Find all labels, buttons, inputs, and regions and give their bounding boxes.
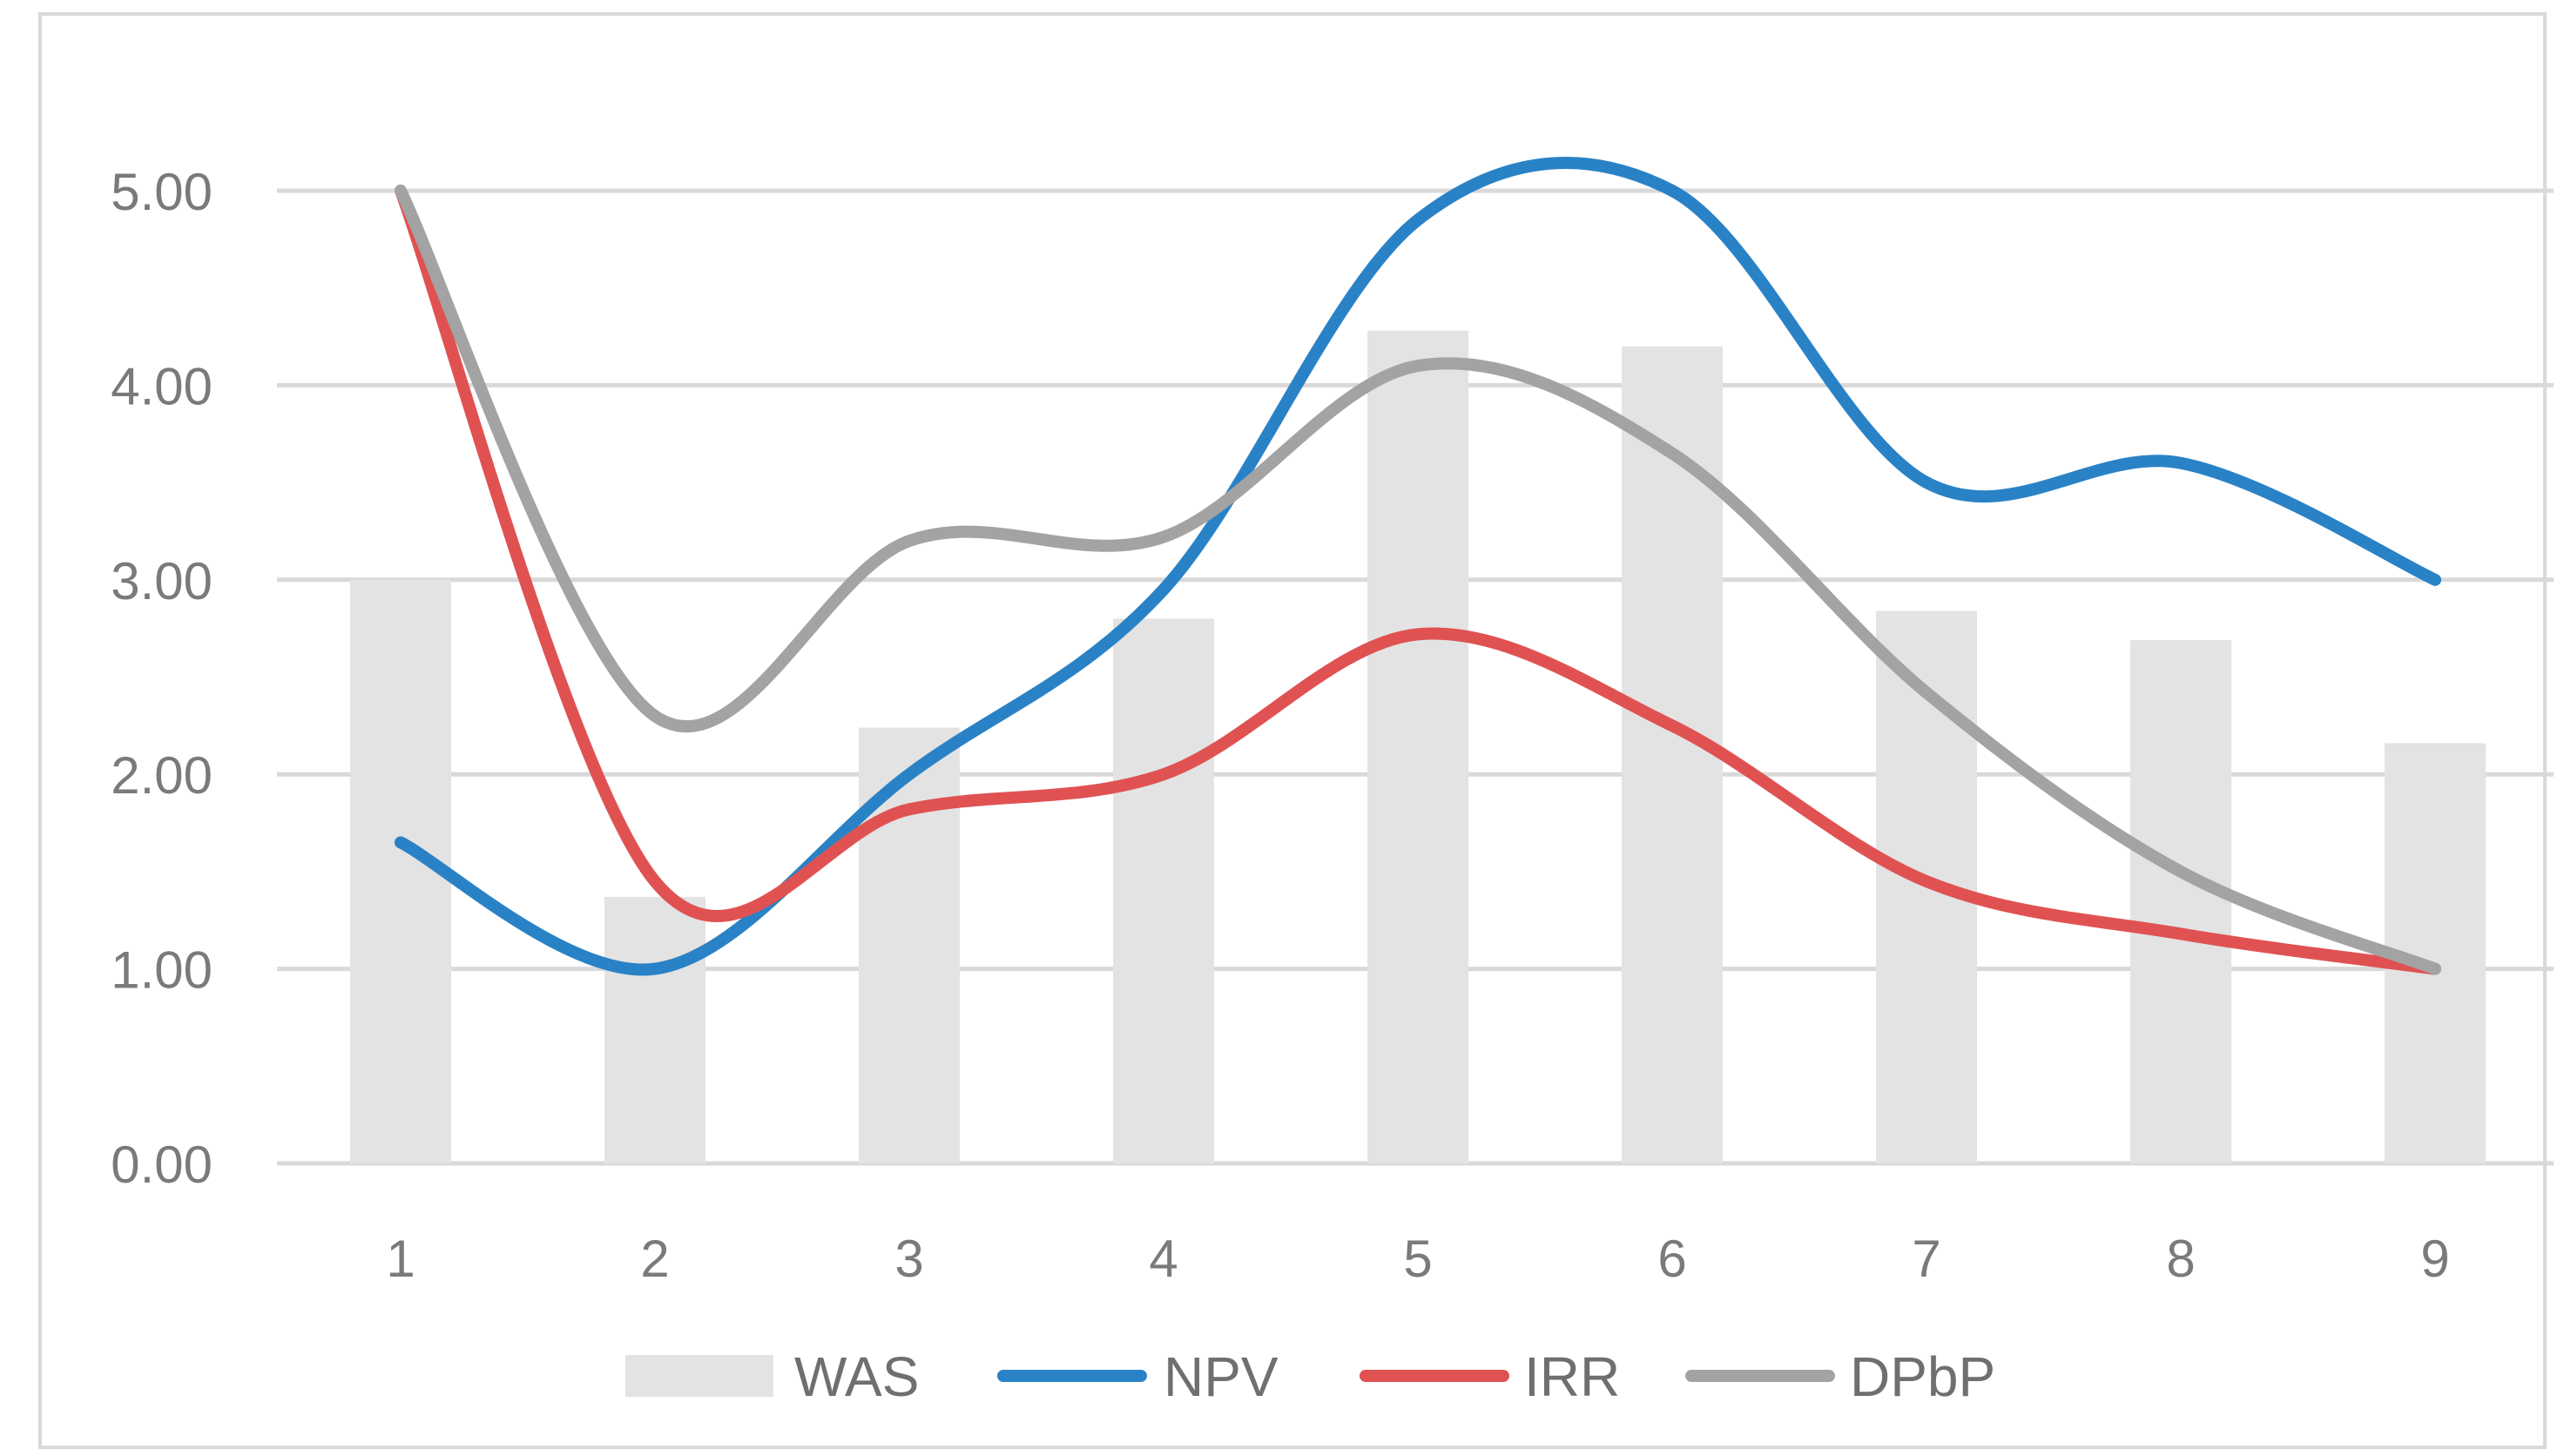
bar-series-was: [350, 330, 2486, 1164]
bar: [1113, 618, 1214, 1163]
bar: [604, 896, 705, 1163]
y-tick-label: 5.00: [111, 163, 213, 221]
y-tick-label: 3.00: [111, 552, 213, 610]
bar: [1367, 330, 1468, 1163]
x-tick-label: 2: [640, 1230, 669, 1288]
x-tick-label: 7: [1912, 1230, 1940, 1288]
legend: WAS NPV IRR DPbP: [625, 1345, 1995, 1408]
chart-frame: [38, 12, 2547, 1449]
legend-label-dpbp: DPbP: [1850, 1345, 1995, 1408]
y-tick-label: 1.00: [111, 941, 213, 1000]
legend-swatch-was: [625, 1355, 773, 1397]
legend-label-npv: NPV: [1164, 1345, 1279, 1408]
bar: [2130, 640, 2231, 1163]
line-irr: [395, 185, 2441, 975]
legend-label-irr: IRR: [1524, 1345, 1620, 1408]
x-tick-label: 9: [2420, 1230, 2449, 1288]
x-tick-label: 8: [2166, 1230, 2195, 1288]
x-tick-label: 6: [1657, 1230, 1686, 1288]
x-tick-label: 5: [1403, 1230, 1432, 1288]
bar: [859, 727, 960, 1163]
x-tick-label: 1: [386, 1230, 415, 1288]
x-tick-label: 4: [1149, 1230, 1178, 1288]
line-dpbp: [395, 185, 2441, 975]
y-tick-label: 0.00: [111, 1136, 213, 1194]
y-axis-ticks: 0.00 1.00 2.00 3.00 4.00 5.00: [111, 163, 213, 1194]
y-tick-label: 2.00: [111, 746, 213, 805]
legend-label-was: WAS: [794, 1345, 919, 1408]
x-axis-ticks: 1 2 3 4 5 6 7 8 9: [386, 1230, 2449, 1288]
line-series: [395, 157, 2441, 976]
line-npv: [395, 157, 2441, 976]
x-tick-label: 3: [894, 1230, 923, 1288]
bar: [1622, 346, 1723, 1164]
y-tick-label: 4.00: [111, 357, 213, 415]
